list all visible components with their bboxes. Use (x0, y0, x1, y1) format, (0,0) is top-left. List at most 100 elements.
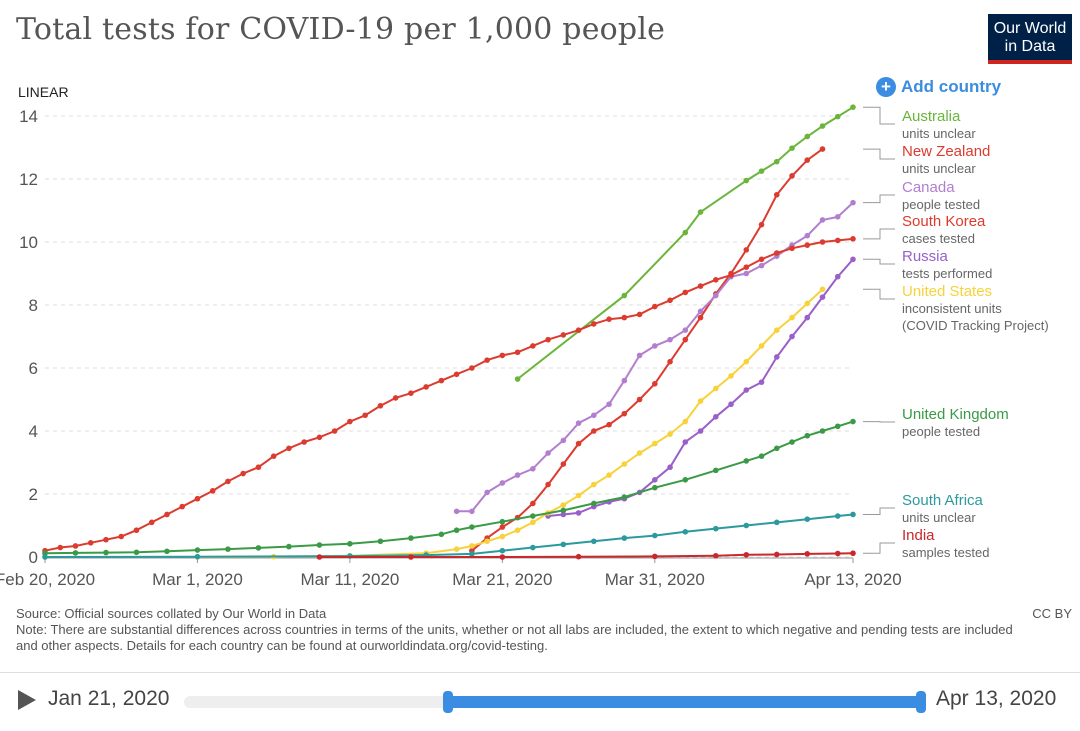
data-point (545, 482, 551, 488)
data-point (103, 550, 109, 556)
data-point (362, 412, 368, 418)
data-point (850, 104, 856, 110)
data-point (652, 381, 658, 387)
data-point (500, 524, 506, 530)
legend-unit: tests performed (902, 266, 992, 281)
legend-unit: cases tested (902, 231, 975, 246)
timeline-end-handle[interactable] (916, 691, 926, 713)
data-point (713, 553, 719, 559)
data-point (606, 401, 612, 407)
data-point (500, 519, 506, 525)
data-point (591, 321, 597, 327)
source-note: Source: Official sources collated by Our… (16, 606, 1016, 654)
data-point (164, 549, 170, 555)
data-point (820, 217, 826, 223)
data-point (683, 419, 689, 425)
legend-unit: samples tested (902, 545, 989, 560)
data-point (774, 159, 780, 165)
data-point (804, 233, 810, 239)
data-point (652, 477, 658, 483)
data-point (652, 533, 658, 539)
data-point (134, 549, 140, 555)
legend-unit: units unclear (902, 126, 976, 141)
play-icon[interactable] (18, 690, 36, 710)
data-point (804, 242, 810, 248)
data-point (789, 246, 795, 252)
x-tick-label: Mar 21, 2020 (452, 570, 552, 589)
data-point (347, 541, 353, 547)
legend-unit: people tested (902, 197, 980, 212)
data-point (698, 428, 704, 434)
data-point (759, 453, 765, 459)
data-point (804, 433, 810, 439)
data-point (469, 543, 475, 549)
data-point (454, 546, 460, 552)
data-point (713, 414, 719, 420)
data-point (591, 412, 597, 418)
data-point (835, 238, 841, 244)
data-point (500, 480, 506, 486)
legend-connector (863, 543, 895, 553)
data-point (515, 472, 521, 478)
legend-label: United Kingdom (902, 406, 1009, 423)
data-point (591, 428, 597, 434)
data-point (195, 547, 201, 553)
data-point (576, 510, 582, 516)
data-point (408, 554, 414, 560)
data-point (622, 535, 628, 541)
data-point (591, 538, 597, 544)
series-russia (545, 257, 856, 519)
data-point (835, 214, 841, 220)
license-link[interactable]: CC BY (1032, 606, 1072, 621)
timeline-start-handle[interactable] (443, 691, 453, 713)
data-point (652, 304, 658, 310)
data-point (622, 411, 628, 417)
data-point (789, 334, 795, 340)
legend-label: South Korea (902, 213, 986, 230)
data-point (195, 496, 201, 502)
data-point (561, 542, 567, 548)
data-point (713, 293, 719, 299)
series-line (45, 239, 853, 551)
data-point (88, 540, 94, 546)
data-point (804, 551, 810, 557)
data-point (57, 545, 63, 551)
timeline-selected-range[interactable] (448, 696, 922, 708)
legend-connector (863, 107, 895, 124)
data-point (743, 264, 749, 270)
data-point (530, 501, 536, 507)
y-tick-label: 0 (29, 548, 38, 567)
data-point (545, 337, 551, 343)
data-point (789, 439, 795, 445)
data-point (759, 263, 765, 269)
data-point (134, 527, 140, 533)
y-tick-label: 8 (29, 296, 38, 315)
data-point (850, 512, 856, 518)
data-point (835, 551, 841, 557)
data-point (439, 378, 445, 384)
data-point (652, 485, 658, 491)
legend-connector (863, 195, 895, 203)
legend-connector (863, 149, 895, 159)
data-point (850, 257, 856, 263)
x-tick-label: Apr 13, 2020 (804, 570, 901, 589)
data-point (484, 357, 490, 363)
data-point (637, 450, 643, 456)
data-point (576, 493, 582, 499)
data-point (423, 384, 429, 390)
data-point (789, 145, 795, 151)
y-tick-label: 12 (19, 170, 38, 189)
data-point (728, 401, 734, 407)
data-point (591, 482, 597, 488)
legend-unit: units unclear (902, 510, 976, 525)
data-point (530, 545, 536, 551)
data-point (515, 376, 521, 382)
data-point (713, 277, 719, 283)
data-point (530, 343, 536, 349)
grid-lines (45, 116, 853, 557)
series-lines (42, 104, 856, 559)
data-point (576, 441, 582, 447)
